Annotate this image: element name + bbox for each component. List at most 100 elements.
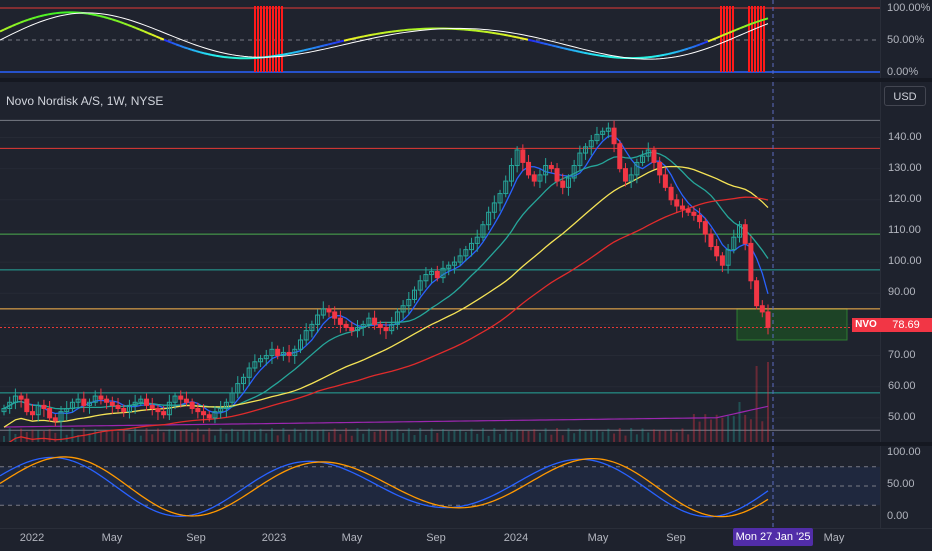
volume-bar: [277, 435, 279, 442]
time-label-sep-22: Sep: [186, 532, 206, 544]
oscillator-segment: [44, 14, 48, 15]
oscillator-segment: [0, 30, 4, 32]
oscillator-segment: [180, 46, 184, 47]
candle-body: [561, 181, 565, 187]
oscillator-segment: [48, 14, 52, 15]
volume-bar: [20, 429, 22, 442]
oscillator-segment: [688, 47, 692, 48]
oscillator-segment: [652, 56, 656, 57]
volume-bar: [402, 433, 404, 442]
oscillator-segment: [284, 54, 288, 55]
time-label-2022: 2022: [20, 532, 44, 544]
price-scale-label: 90.00: [888, 286, 916, 298]
oscillator-segment: [308, 48, 312, 49]
overbought-bar: [278, 6, 280, 72]
volume-bar: [442, 429, 444, 442]
volume-bar: [37, 430, 39, 442]
overbought-bar: [275, 6, 277, 72]
oscillator-segment: [96, 15, 100, 16]
volume-bar: [590, 430, 592, 442]
oscillator-segment: [32, 17, 36, 18]
candle-body: [122, 409, 126, 412]
volume-bar: [647, 432, 649, 442]
bottom-oscillator-svg: [0, 446, 880, 528]
time-label-may-23: May: [342, 532, 363, 544]
volume-bar: [123, 429, 125, 442]
candle-body: [327, 309, 331, 312]
volume-bar: [260, 429, 262, 442]
overbought-bar: [269, 6, 271, 72]
top-oscillator-scale[interactable]: 100.00% 50.00% 0.00%: [880, 0, 932, 78]
price-plot[interactable]: [0, 82, 880, 442]
oscillator-segment: [716, 37, 720, 39]
volume-bar: [687, 434, 689, 442]
volume-bar: [391, 431, 393, 442]
overbought-bar: [254, 6, 256, 72]
oscillator-segment: [592, 54, 596, 55]
bottom-oscillator-pane[interactable]: 100.00 50.00 0.00: [0, 446, 932, 528]
overbought-bar: [263, 6, 265, 72]
volume-bar: [607, 429, 609, 442]
oscillator-segment: [548, 44, 552, 45]
oscillator-segment: [552, 45, 556, 46]
currency-button[interactable]: USD: [884, 86, 926, 106]
candle-body: [549, 166, 553, 169]
candle-body: [618, 144, 622, 169]
volume-bar: [334, 429, 336, 442]
overbought-bar: [257, 6, 259, 72]
oscillator-segment: [272, 56, 276, 57]
oscillator-segment: [300, 50, 304, 51]
candle-body: [338, 318, 342, 324]
volume-bar: [642, 428, 644, 442]
oscillator-segment: [140, 30, 144, 32]
main-price-pane[interactable]: [0, 82, 932, 442]
oscillator-segment: [196, 51, 200, 52]
volume-bar: [288, 435, 290, 442]
volume-bar: [756, 366, 758, 442]
oscillator-segment: [764, 18, 768, 19]
volume-bar: [510, 432, 512, 442]
volume-bar: [374, 432, 376, 442]
candle-body: [31, 412, 35, 415]
bottom-oscillator-scale[interactable]: 100.00 50.00 0.00: [880, 446, 932, 528]
oscillator-segment: [304, 49, 308, 50]
volume-bar: [282, 428, 284, 442]
oscillator-segment: [216, 56, 220, 57]
volume-bar: [738, 402, 740, 442]
oscillator-segment: [176, 44, 180, 45]
oscillator-segment: [604, 56, 608, 57]
price-scale-label: 120.00: [888, 193, 922, 205]
volume-bar: [448, 431, 450, 442]
top-oscillator-plot[interactable]: [0, 0, 880, 78]
volume-bar: [664, 431, 666, 442]
volume-bar: [163, 432, 165, 442]
ticker-tag: NVO: [852, 318, 880, 332]
volume-bar: [180, 431, 182, 442]
candle-body: [692, 212, 696, 215]
oscillator-segment: [748, 24, 752, 25]
oscillator-segment: [728, 32, 732, 34]
oscillator-segment: [112, 19, 116, 20]
bottom-oscillator-plot[interactable]: [0, 446, 880, 528]
oscillator-segment: [276, 55, 280, 56]
symbol-title[interactable]: Novo Nordisk A/S, 1W, NYSE: [6, 94, 163, 108]
candle-body: [116, 405, 120, 408]
oscillator-segment: [376, 33, 380, 34]
oscillator-segment: [568, 49, 572, 50]
overbought-bar: [754, 6, 756, 72]
candle-body: [760, 306, 764, 312]
candle-body: [202, 412, 206, 415]
volume-bar: [111, 430, 113, 442]
top-oscillator-pane[interactable]: 100.00% 50.00% 0.00%: [0, 0, 932, 78]
volume-bar: [134, 428, 136, 442]
volume-bar: [191, 433, 193, 442]
overbought-bar: [726, 6, 728, 72]
oscillator-segment: [288, 53, 292, 54]
oscillator-segment: [668, 53, 672, 54]
oscillator-segment: [352, 38, 356, 39]
price-scale-label: 110.00: [888, 224, 921, 236]
volume-bar: [556, 428, 558, 442]
volume-bar: [305, 429, 307, 442]
oscillator-segment: [520, 38, 524, 39]
oscillator-segment: [292, 52, 296, 53]
